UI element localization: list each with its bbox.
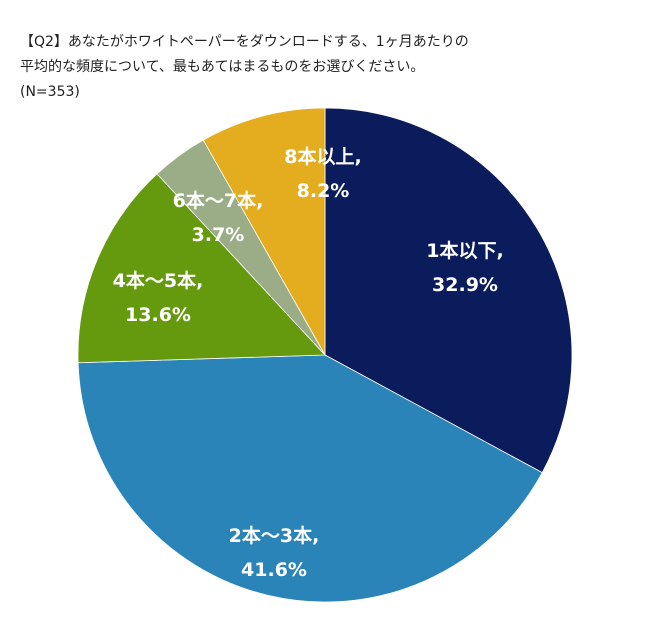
slice-value-label-4: 3.7% — [192, 224, 245, 246]
pie-slice-3 — [77, 173, 326, 364]
pie-slice-2 — [77, 354, 543, 603]
slice-value-label-1: 32.9% — [432, 274, 498, 296]
slice-value-label-5: 8.2% — [297, 180, 350, 202]
slice-category-label-5: 8本以上, — [284, 145, 361, 168]
sample-size: (N=353) — [20, 84, 80, 100]
slice-category-label-1: 1本以下, — [426, 239, 503, 262]
slice-category-label-3: 4本〜5本, — [113, 269, 204, 292]
title-line-1: 【Q2】あなたがホワイトペーパーをダウンロードする、1ヶ月あたりの — [20, 34, 469, 50]
slice-value-label-3: 13.6% — [125, 304, 191, 326]
pie-slice-5 — [202, 107, 326, 357]
slice-value-label-2: 41.6% — [241, 559, 307, 581]
pie-slice-1 — [324, 107, 573, 474]
title-line-2: 平均的な頻度について、最もあてはまるものをお選びください。 — [20, 59, 425, 75]
pie-labels: 1本以下, 32.9% 2本〜3本, 41.6% 4本〜5本, 13.6% 6本〜7本, 3.… — [113, 145, 504, 581]
pie-slices — [77, 107, 573, 603]
slice-category-label-4: 6本〜7本, — [173, 189, 264, 212]
chart-title: 【Q2】あなたがホワイトペーパーをダウンロードする、1ヶ月あたりの 平均的な頻度… — [20, 30, 630, 105]
slice-category-label-2: 2本〜3本, — [229, 524, 320, 547]
